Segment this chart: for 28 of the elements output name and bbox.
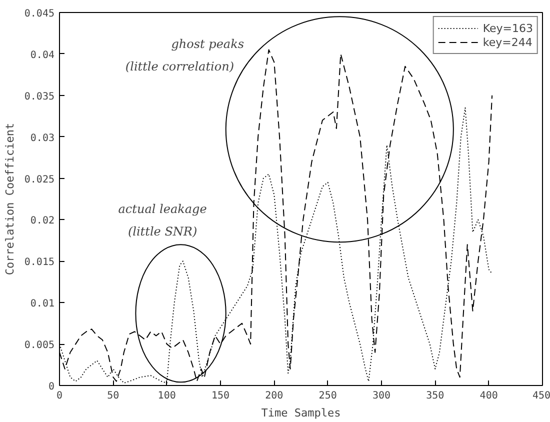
y-tick-label: 0.025 bbox=[24, 174, 55, 186]
legend-label: key=244 bbox=[482, 35, 532, 49]
annotation: (little correlation) bbox=[125, 59, 234, 74]
y-tick-label: 0.045 bbox=[24, 8, 55, 20]
annotation: (little SNR) bbox=[128, 224, 198, 238]
x-tick-label: 350 bbox=[426, 390, 444, 402]
y-tick-label: 0.04 bbox=[30, 50, 55, 61]
x-tick-label: 150 bbox=[211, 390, 230, 402]
x-tick-label: 50 bbox=[107, 390, 120, 402]
y-tick-label: 0.015 bbox=[24, 257, 55, 268]
x-axis-title: Time Samples bbox=[261, 406, 341, 420]
legend-label: Key=163 bbox=[482, 21, 533, 35]
y-tick-label: 0 bbox=[48, 382, 55, 392]
annotation: ghost peaks bbox=[171, 37, 244, 51]
y-tick-label: 0.02 bbox=[30, 216, 55, 227]
x-tick-label: 300 bbox=[372, 390, 391, 402]
y-tick-label: 0.035 bbox=[24, 91, 55, 102]
x-tick-label: 200 bbox=[265, 390, 284, 402]
x-tick-label: 400 bbox=[480, 390, 498, 402]
x-tick-label: 250 bbox=[318, 390, 337, 402]
x-tick-label: 100 bbox=[158, 390, 176, 402]
y-tick-label: 0.005 bbox=[24, 340, 55, 352]
y-tick-label: 0.03 bbox=[30, 132, 55, 144]
x-tick-label: 450 bbox=[532, 390, 550, 402]
x-tick-label: 0 bbox=[56, 390, 63, 402]
annotation: actual leakage bbox=[118, 202, 207, 216]
y-tick-label: 0.01 bbox=[30, 298, 55, 310]
y-axis-title: Correlation Coefficient bbox=[3, 122, 16, 276]
